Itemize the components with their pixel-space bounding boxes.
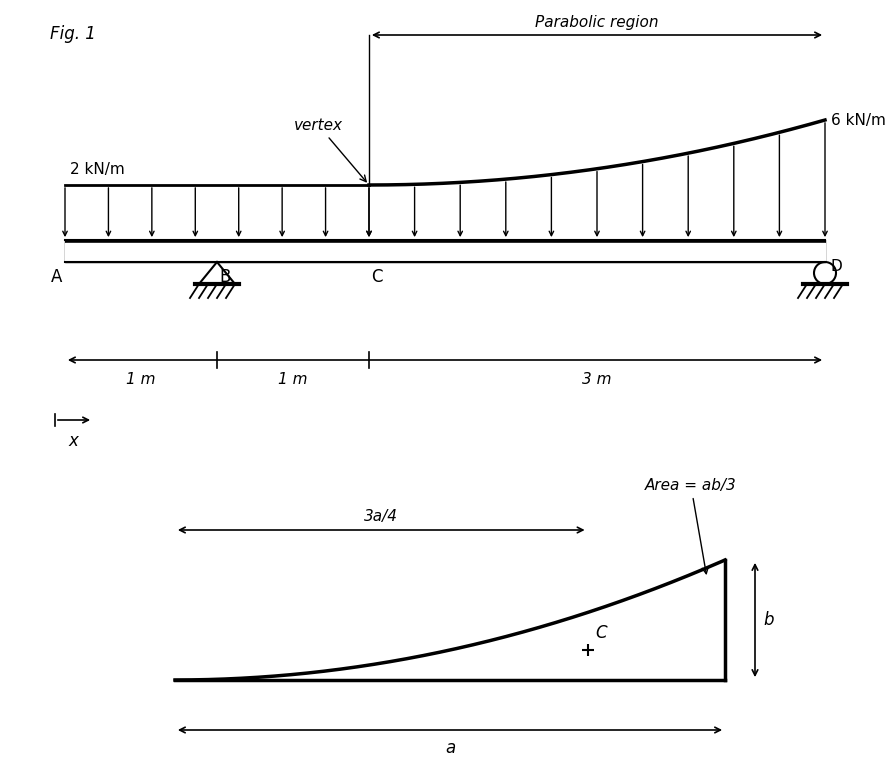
Text: Parabolic region: Parabolic region: [535, 15, 659, 30]
Text: a: a: [444, 739, 455, 757]
Text: A: A: [51, 268, 62, 286]
Text: B: B: [219, 268, 230, 286]
Text: C: C: [371, 268, 382, 286]
Text: 6 kN/m: 6 kN/m: [831, 113, 885, 127]
Polygon shape: [175, 560, 725, 680]
Text: Fig. 1: Fig. 1: [50, 25, 96, 43]
Text: C: C: [596, 624, 607, 642]
Text: x: x: [68, 432, 78, 450]
Text: 3 m: 3 m: [582, 372, 612, 387]
Text: b: b: [763, 611, 773, 629]
Text: 3a/4: 3a/4: [364, 509, 398, 524]
Text: D: D: [830, 259, 842, 274]
Text: Area = ab/3: Area = ab/3: [645, 478, 737, 573]
Text: vertex: vertex: [294, 118, 366, 182]
Text: 1 m: 1 m: [126, 372, 156, 387]
Text: 1 m: 1 m: [278, 372, 308, 387]
Text: 2 kN/m: 2 kN/m: [70, 162, 124, 177]
